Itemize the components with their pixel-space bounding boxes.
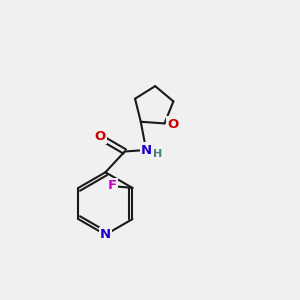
Text: N: N — [141, 143, 152, 157]
Text: H: H — [153, 149, 163, 159]
Text: F: F — [108, 179, 117, 192]
Text: O: O — [95, 130, 106, 143]
Text: O: O — [167, 118, 178, 130]
Text: N: N — [100, 228, 111, 241]
